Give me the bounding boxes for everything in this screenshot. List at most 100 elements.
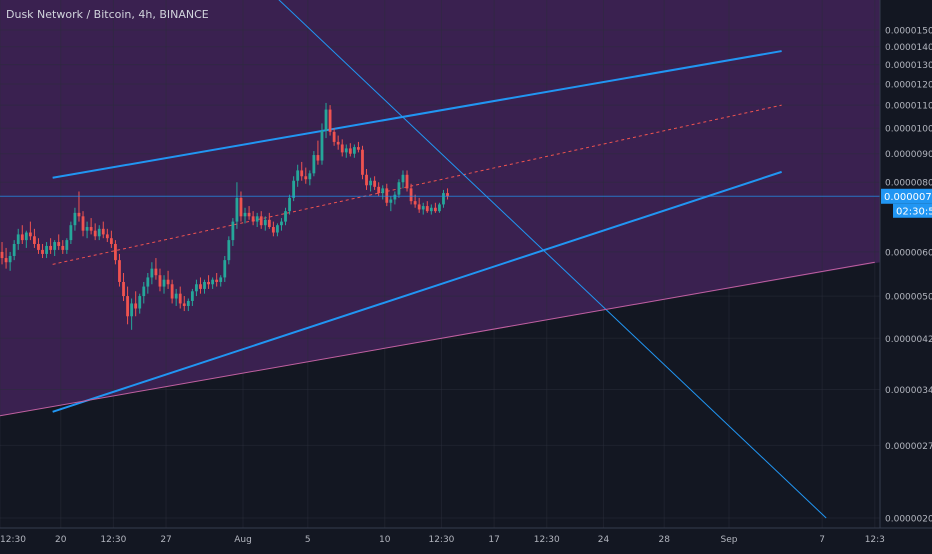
candle-body: [328, 109, 332, 132]
candle: [190, 288, 194, 306]
last-price-label: 0.00000755: [884, 192, 932, 203]
candles: [0, 102, 449, 330]
candle: [263, 216, 267, 231]
candle: [409, 183, 413, 205]
candle-body: [207, 281, 210, 285]
candle-body: [385, 188, 389, 203]
candle: [357, 141, 360, 153]
candle: [365, 168, 368, 190]
candle: [417, 197, 421, 213]
candle-body: [405, 174, 409, 189]
candle-body: [340, 144, 344, 153]
candle: [438, 202, 441, 213]
candle-body: [69, 225, 73, 241]
candle-body: [308, 173, 312, 180]
time-tick-label: 27: [160, 535, 171, 545]
candle-body: [312, 155, 316, 174]
descending-trend-line: [278, 0, 827, 519]
candle: [393, 191, 397, 205]
candle: [207, 275, 210, 289]
candle: [81, 211, 85, 237]
candle: [89, 218, 93, 235]
candle-body: [259, 216, 263, 226]
time-tick-label: 17: [488, 535, 499, 545]
candle-body: [373, 180, 377, 187]
candle: [344, 144, 348, 158]
candle: [109, 230, 113, 248]
candle-body: [231, 221, 235, 241]
candle: [385, 183, 389, 207]
price-axis-panel[interactable]: [880, 0, 932, 528]
candle-body: [280, 221, 283, 226]
drawing-lines: [0, 0, 875, 519]
candle-body: [170, 284, 174, 299]
candle: [4, 247, 8, 269]
candle-body: [178, 293, 182, 304]
candle-body: [134, 303, 138, 309]
candle: [150, 262, 154, 285]
candle-body: [61, 245, 65, 250]
lower-channel-line: [52, 170, 782, 413]
candle-body: [49, 245, 53, 250]
candle-body: [344, 148, 348, 153]
time-tick-label: Aug: [234, 535, 252, 545]
candle: [336, 135, 340, 150]
candle: [146, 272, 150, 294]
candle-body: [348, 148, 352, 154]
candle-body: [332, 131, 336, 142]
candle: [8, 251, 12, 271]
candle: [312, 151, 316, 177]
candle: [170, 279, 174, 304]
candle-body: [8, 255, 12, 263]
candle-body: [304, 176, 308, 180]
candle: [361, 145, 364, 180]
candle-body: [446, 193, 449, 197]
candle: [118, 253, 121, 287]
candle: [259, 211, 263, 229]
candle-body: [77, 212, 81, 217]
candle-body: [4, 258, 8, 263]
candle: [69, 221, 73, 244]
time-tick-label: 24: [598, 535, 610, 545]
candle-body: [105, 234, 109, 239]
candle: [421, 202, 425, 215]
candle-body: [438, 204, 441, 212]
candle-body: [199, 284, 202, 289]
candle: [352, 144, 356, 158]
candle: [219, 275, 223, 287]
candle: [174, 288, 178, 306]
candle-body: [93, 230, 97, 237]
candle: [134, 291, 138, 317]
candle-body: [263, 219, 267, 226]
candle: [49, 238, 53, 254]
candle: [377, 182, 381, 197]
candle-body: [215, 279, 219, 282]
candle: [231, 218, 235, 246]
candle-body: [267, 219, 271, 228]
candle-body: [0, 251, 4, 259]
candle-body: [28, 232, 32, 237]
time-axis-panel[interactable]: [0, 528, 932, 550]
candle-body: [227, 240, 231, 261]
candle: [20, 225, 24, 244]
candle: [33, 228, 36, 248]
candle-body: [409, 188, 413, 202]
time-tick-label: 12:30: [100, 535, 126, 545]
candle-body: [109, 238, 113, 244]
candle: [373, 176, 377, 190]
candle-body: [433, 207, 437, 212]
candle: [405, 170, 409, 192]
candle-body: [357, 147, 360, 150]
candle-body: [235, 197, 239, 222]
candle: [37, 238, 40, 254]
candle: [158, 268, 162, 292]
candle-body: [122, 281, 125, 297]
candle-body: [97, 228, 101, 237]
candle: [211, 277, 215, 289]
candle-body: [284, 211, 287, 222]
candle-body: [288, 197, 291, 212]
